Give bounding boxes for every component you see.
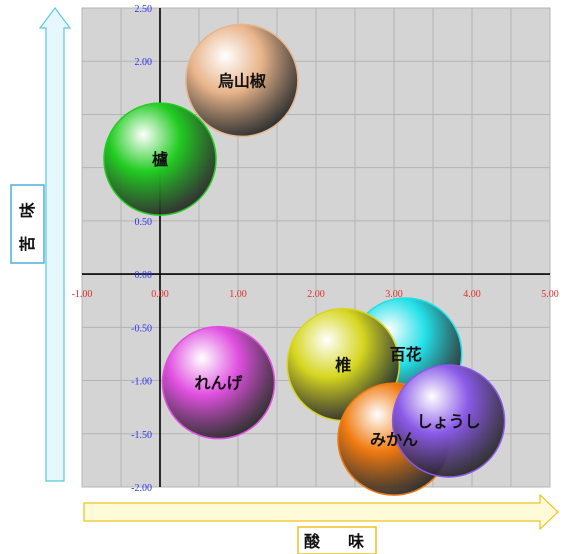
y-tick-label: -1.50 <box>131 430 152 441</box>
bubble-label: 櫨 <box>152 150 168 169</box>
bubble-label: 烏山椒 <box>218 71 266 90</box>
bubble-label: みかん <box>370 430 418 449</box>
x-axis-title: 酸 味 <box>304 532 370 551</box>
y-tick-label: -0.50 <box>131 323 152 334</box>
y-tick-label: 0.50 <box>135 217 153 228</box>
bubble-2 <box>103 102 217 216</box>
y-tick-label: -1.00 <box>131 377 152 388</box>
x-tick-label: 3.00 <box>385 289 403 300</box>
y-axis-title-box: 苦 味 <box>10 184 45 264</box>
bubble-1 <box>185 23 299 138</box>
bubble-label: しょうし <box>417 412 481 431</box>
x-tick-label: 2.00 <box>307 289 325 300</box>
bubble-label: 椎 <box>335 356 351 375</box>
bubble-4 <box>161 325 276 440</box>
y-axis-title: 苦 味 <box>18 196 37 252</box>
x-tick-label: -1.00 <box>72 289 93 300</box>
x-axis-title-box: 酸 味 <box>297 526 377 554</box>
x-tick-label: 1.00 <box>229 289 247 300</box>
y-tick-label: -2.00 <box>131 483 152 494</box>
x-tick-label: 5.00 <box>541 289 559 300</box>
y-tick-label: 0.00 <box>135 270 153 281</box>
x-tick-label: 0.00 <box>151 289 169 300</box>
bubble-label: 百花 <box>390 345 422 364</box>
x-tick-label: 4.00 <box>463 289 481 300</box>
y-axis-arrow <box>38 7 72 482</box>
y-tick-label: 2.50 <box>135 4 153 15</box>
axes <box>82 8 550 487</box>
bubble-7 <box>391 364 506 478</box>
y-tick-label: 2.00 <box>135 57 153 68</box>
x-axis-arrow <box>83 493 559 531</box>
bubble-label: れんげ <box>194 374 243 393</box>
